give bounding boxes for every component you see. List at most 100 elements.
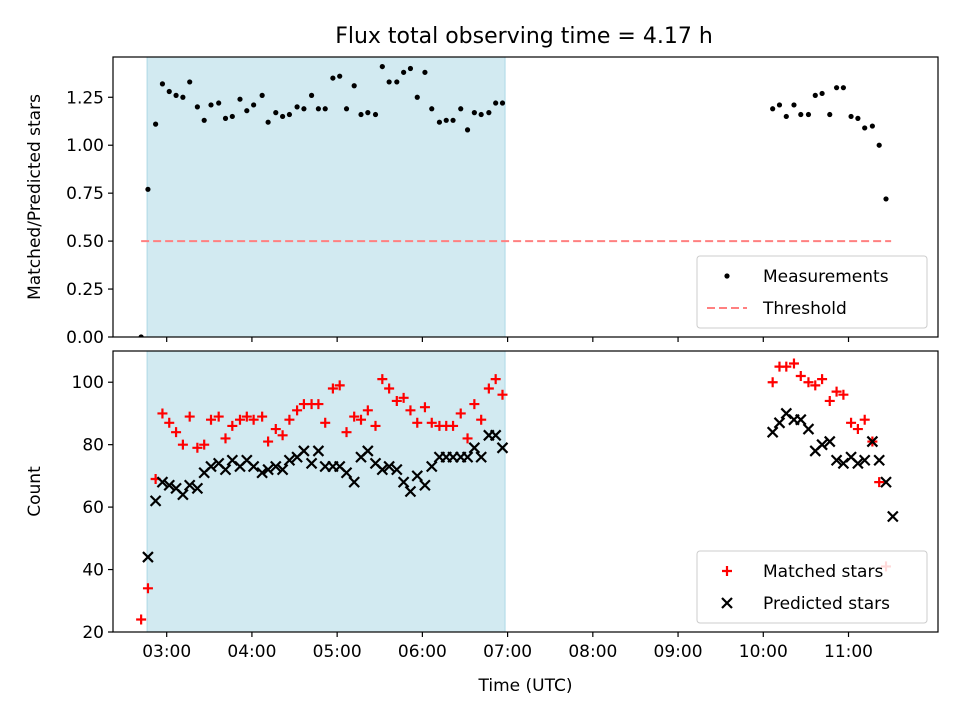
y-tick-label: 40 <box>82 561 104 581</box>
data-point-x <box>773 417 786 429</box>
data-point-plus <box>391 395 402 406</box>
legend-label: Predicted stars <box>763 594 890 614</box>
data-point-dot <box>876 142 882 148</box>
data-point-dot <box>401 69 407 75</box>
data-point-plus <box>781 361 792 372</box>
data-point-plus <box>171 427 182 438</box>
data-point-dot <box>265 119 271 125</box>
data-point-x <box>795 413 807 426</box>
ratio-panel: 0.00 0.25 0.50 0.75 1.00 1.25 Matched/Predicte… <box>25 56 939 348</box>
data-point-plus <box>476 414 487 425</box>
data-point-plus <box>795 370 806 381</box>
data-point-dot <box>493 100 499 106</box>
data-point-plus <box>263 436 274 447</box>
data-point-dot <box>244 108 250 114</box>
data-point-dot <box>443 117 449 123</box>
data-point-plus <box>859 414 870 425</box>
y-tick-label: 1.00 <box>66 136 104 156</box>
data-point-dot <box>145 186 151 192</box>
data-point-dot <box>173 92 179 98</box>
y-tick-label: 20 <box>82 623 104 643</box>
data-point-plus <box>469 399 480 410</box>
data-point-x <box>340 466 353 479</box>
x-tick-label: 11:00 <box>824 642 873 662</box>
data-point-plus <box>199 439 210 450</box>
data-point-dot <box>869 123 875 129</box>
data-point-x <box>142 551 154 563</box>
data-point-plus <box>277 430 288 441</box>
data-point-plus <box>448 420 459 431</box>
data-point-plus <box>497 389 508 400</box>
data-point-dot <box>805 111 812 118</box>
data-point-dot <box>819 90 825 97</box>
data-point-x <box>880 476 892 488</box>
data-point-dot <box>273 110 279 116</box>
data-point-dot <box>862 125 868 131</box>
legend-label: Threshold <box>762 299 847 319</box>
data-point-plus <box>184 411 195 422</box>
data-point-x <box>425 460 438 473</box>
data-point-dot <box>187 79 193 85</box>
data-point-x <box>262 463 274 476</box>
data-point-dot <box>372 111 379 118</box>
data-point-x <box>468 442 481 454</box>
data-point-dot <box>280 113 286 120</box>
count-panel: 20 40 60 80 100 03:00 04:00 05:00 06:00 07:00 08:0… <box>25 350 939 696</box>
data-point-dot <box>194 104 200 110</box>
chart-title: Flux total observing time = 4.17 h <box>335 24 713 49</box>
data-point-dot <box>166 88 172 95</box>
data-point-plus <box>327 383 338 394</box>
data-point-x <box>475 451 487 463</box>
data-point-dot <box>229 113 235 120</box>
data-point-plus <box>817 374 828 385</box>
data-point-x <box>256 466 268 479</box>
legend: Matched stars Predicted stars <box>696 550 928 624</box>
x-tick-label: 08:00 <box>568 642 617 662</box>
data-point-plus <box>257 411 268 422</box>
legend-label: Measurements <box>763 267 889 287</box>
data-point-dot <box>153 121 159 127</box>
data-point-x <box>866 435 879 448</box>
data-point-plus <box>320 417 331 428</box>
data-point-plus <box>213 411 224 422</box>
data-point-plus <box>831 386 842 397</box>
data-point-x <box>191 482 204 495</box>
data-point-dot <box>422 69 428 75</box>
y-tick-label: 0.00 <box>66 328 104 348</box>
data-point-dot <box>315 106 321 112</box>
data-point-plus <box>177 439 188 450</box>
x-tick-label: 09:00 <box>654 642 703 662</box>
data-point-plus <box>370 420 381 431</box>
x-tick-label: 07:00 <box>483 642 532 662</box>
data-point-plus <box>241 411 252 422</box>
data-point-x <box>383 460 395 473</box>
data-point-x <box>461 451 474 463</box>
data-point-x <box>823 435 836 448</box>
data-point-x <box>816 438 828 451</box>
data-point-dot <box>351 83 357 89</box>
legend-marker-dot <box>724 273 730 279</box>
data-point-x <box>163 479 176 492</box>
data-point-dot <box>407 65 414 72</box>
data-layer <box>136 358 899 625</box>
data-point-plus <box>248 414 259 425</box>
data-point-dot <box>812 92 818 98</box>
data-point-dot <box>259 92 265 98</box>
data-point-plus <box>405 405 416 416</box>
data-point-dot <box>770 106 776 112</box>
data-point-plus <box>284 414 295 425</box>
data-point-x <box>766 426 779 438</box>
data-point-dot <box>379 63 385 70</box>
data-point-dot <box>499 100 506 106</box>
data-point-dot <box>308 92 315 98</box>
data-point-x <box>149 495 162 507</box>
data-point-dot <box>486 110 492 116</box>
y-tick-label: 0.25 <box>66 280 104 300</box>
data-point-dot <box>138 334 144 337</box>
data-point-dot <box>429 106 435 112</box>
data-point-plus <box>384 383 395 394</box>
data-point-x <box>298 445 310 457</box>
data-point-plus <box>157 408 168 419</box>
data-point-x <box>177 488 189 501</box>
